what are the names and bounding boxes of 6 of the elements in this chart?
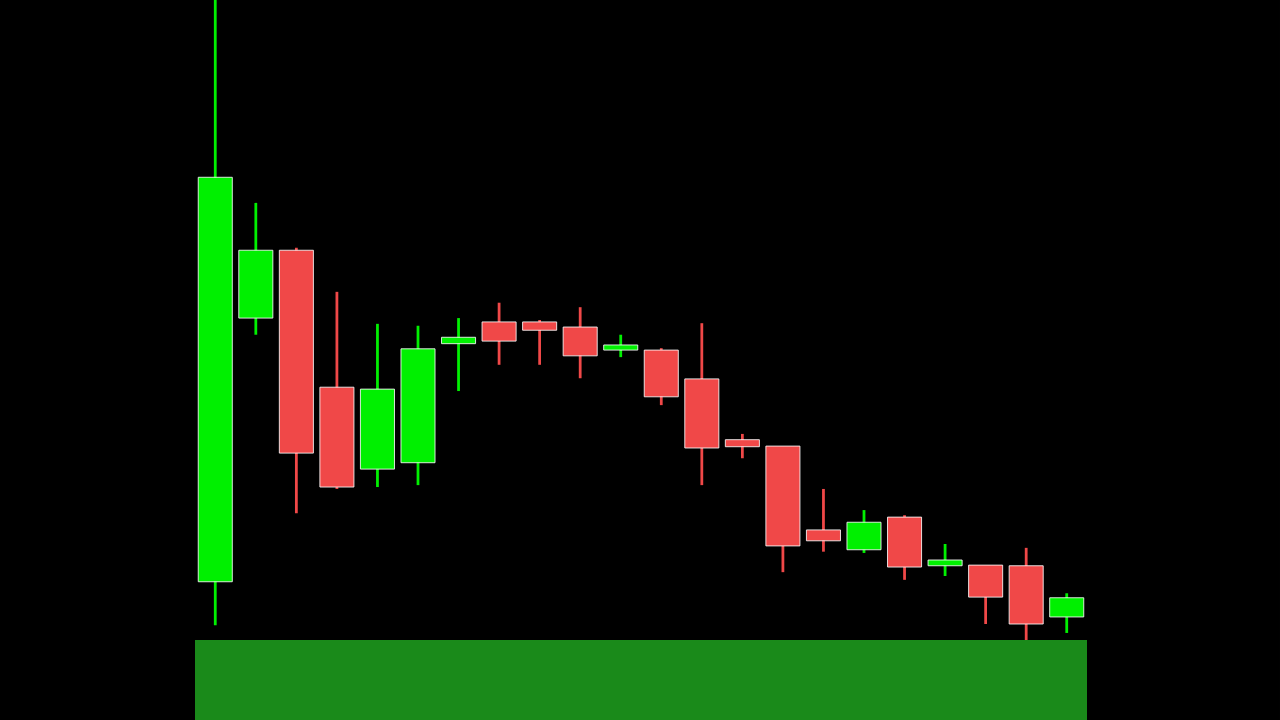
- candlestick: [522, 318, 558, 367]
- candlestick: [724, 432, 760, 460]
- candlestick: [603, 333, 639, 359]
- candlestick: [806, 487, 841, 554]
- candlestick: [927, 542, 963, 578]
- candlestick: [441, 316, 476, 393]
